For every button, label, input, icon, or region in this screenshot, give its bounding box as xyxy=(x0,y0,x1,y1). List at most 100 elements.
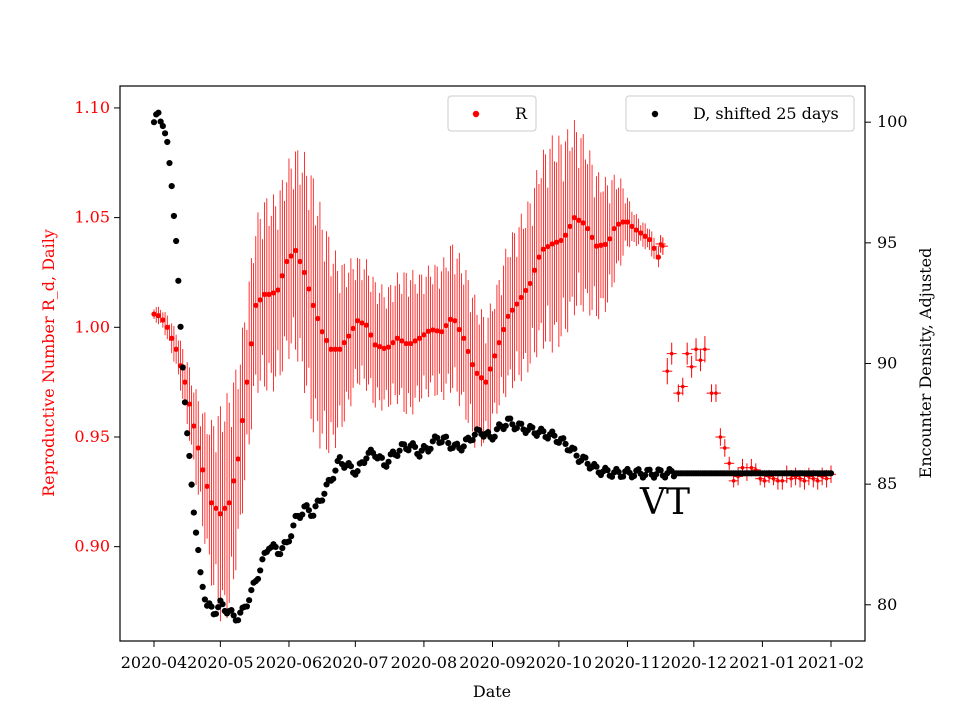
d-point xyxy=(411,443,419,451)
d-point xyxy=(197,569,204,576)
r-point xyxy=(315,315,321,322)
r-point xyxy=(186,401,192,407)
legend-d-marker xyxy=(651,110,659,118)
r-point xyxy=(620,219,626,225)
legend-r: R xyxy=(447,95,537,132)
r-point xyxy=(456,326,462,333)
r-point xyxy=(279,273,285,279)
r-point xyxy=(815,479,820,483)
r-point xyxy=(284,258,290,265)
x-tick-label: 2021-02 xyxy=(798,653,864,672)
r-point xyxy=(646,236,653,243)
r-point xyxy=(727,461,732,466)
r-point xyxy=(505,313,511,319)
d-point xyxy=(312,503,319,510)
right-y-tick-label: 90 xyxy=(877,354,897,373)
r-point xyxy=(567,223,573,229)
d-point xyxy=(396,447,403,454)
r-point xyxy=(160,317,166,323)
r-point xyxy=(689,364,694,369)
r-point xyxy=(642,233,648,239)
d-point xyxy=(827,470,835,477)
r-point xyxy=(661,244,665,248)
x-tick-label: 2020-12 xyxy=(661,653,727,672)
x-tick-label: 2020-04 xyxy=(121,653,187,672)
r-point xyxy=(780,479,785,483)
r-point xyxy=(394,335,400,341)
r-point xyxy=(655,254,662,260)
d-point xyxy=(168,183,175,190)
d-point xyxy=(181,399,189,406)
r-point xyxy=(723,446,727,450)
r-point xyxy=(399,338,405,344)
r-point xyxy=(531,267,538,273)
r-point xyxy=(518,294,524,301)
r-point xyxy=(416,335,423,341)
d-point xyxy=(509,421,516,428)
d-point xyxy=(201,596,208,603)
r-point xyxy=(703,347,707,352)
r-point xyxy=(798,476,802,481)
x-axis-label: Date xyxy=(473,682,511,701)
r-point xyxy=(598,242,604,248)
legend-d-box xyxy=(625,95,855,132)
r-point xyxy=(576,217,582,223)
r-point xyxy=(169,335,175,341)
r-point xyxy=(811,476,816,481)
r-point xyxy=(412,338,418,344)
x-tick-label: 2020-08 xyxy=(391,653,457,672)
r-point xyxy=(789,476,793,481)
right-y-axis-label: Encounter Density, Adjusted xyxy=(916,248,935,479)
d-point xyxy=(173,237,180,245)
d-point xyxy=(161,130,169,137)
r-point xyxy=(173,346,179,352)
d-point xyxy=(279,544,286,552)
r-point xyxy=(306,286,312,292)
r-point xyxy=(319,329,325,335)
r-point xyxy=(253,302,259,308)
d-point xyxy=(560,435,567,442)
r-point xyxy=(731,479,736,483)
r-point xyxy=(288,253,294,259)
r-point xyxy=(359,320,365,326)
r-point xyxy=(698,358,703,363)
r-point xyxy=(452,318,458,324)
left-y-tick-label: 0.95 xyxy=(74,427,110,446)
d-point xyxy=(378,454,385,461)
right-y-tick-label: 85 xyxy=(877,474,897,493)
r-point xyxy=(585,225,591,232)
r-point xyxy=(749,465,754,470)
d-point xyxy=(615,468,622,476)
r-point xyxy=(262,291,268,297)
r-point xyxy=(332,346,339,352)
d-point xyxy=(630,472,638,479)
r-point xyxy=(337,346,343,352)
r-point xyxy=(213,505,219,511)
d-point xyxy=(347,463,355,470)
d-point xyxy=(170,212,178,220)
d-point xyxy=(299,511,306,518)
r-point xyxy=(611,225,617,232)
r-point xyxy=(155,313,162,319)
r-point xyxy=(633,227,639,233)
r-point xyxy=(593,243,600,249)
d-point xyxy=(319,497,326,504)
r-point xyxy=(350,325,356,332)
d-point xyxy=(303,502,310,509)
x-tick-label: 2020-10 xyxy=(526,653,592,672)
d-point xyxy=(243,603,251,610)
r-point xyxy=(554,239,560,245)
d-point xyxy=(285,538,293,545)
r-point xyxy=(151,311,157,317)
r-point xyxy=(536,254,542,260)
d-point xyxy=(248,587,255,594)
d-point xyxy=(277,550,284,558)
r-point xyxy=(346,333,352,339)
r-point xyxy=(372,342,378,348)
d-point xyxy=(646,466,653,473)
d-point xyxy=(254,575,262,583)
r-point xyxy=(665,369,670,373)
d-point xyxy=(166,159,173,167)
d-point xyxy=(195,546,202,554)
d-point xyxy=(491,433,498,440)
